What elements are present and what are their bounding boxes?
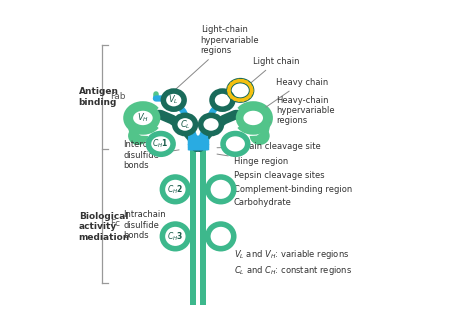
Ellipse shape bbox=[201, 115, 221, 134]
Text: Light chain: Light chain bbox=[233, 57, 300, 98]
Text: $V_L$: $V_L$ bbox=[168, 94, 179, 106]
Bar bbox=[190, 147, 196, 305]
Text: Fc: Fc bbox=[110, 219, 120, 228]
Ellipse shape bbox=[223, 134, 248, 154]
Text: Intrachain
disulfide
bonds: Intrachain disulfide bonds bbox=[123, 210, 171, 240]
Text: Biological
activity
mediation: Biological activity mediation bbox=[79, 212, 130, 242]
Text: Interchain
disulfide
bonds: Interchain disulfide bonds bbox=[123, 140, 179, 170]
Text: $C_L$ and $C_H$: constant regions: $C_L$ and $C_H$: constant regions bbox=[234, 264, 352, 277]
Ellipse shape bbox=[163, 177, 188, 202]
Ellipse shape bbox=[148, 134, 173, 154]
Text: Pepsin cleavage sites: Pepsin cleavage sites bbox=[224, 171, 324, 180]
Ellipse shape bbox=[208, 224, 234, 249]
Ellipse shape bbox=[164, 91, 184, 109]
Text: Papain cleavage site: Papain cleavage site bbox=[217, 142, 320, 151]
Text: $V_H$: $V_H$ bbox=[137, 112, 149, 124]
Ellipse shape bbox=[208, 177, 234, 202]
Text: $C_H$1: $C_H$1 bbox=[152, 138, 168, 150]
Text: $C_L$: $C_L$ bbox=[180, 118, 191, 131]
Ellipse shape bbox=[229, 81, 252, 100]
Ellipse shape bbox=[212, 91, 233, 109]
Text: Heavy chain: Heavy chain bbox=[254, 78, 328, 116]
Ellipse shape bbox=[129, 107, 156, 129]
Text: $V_L$ and $V_H$: variable regions: $V_L$ and $V_H$: variable regions bbox=[234, 248, 349, 261]
Text: Hinge region: Hinge region bbox=[217, 154, 288, 166]
FancyBboxPatch shape bbox=[188, 136, 208, 150]
Text: Light-chain
hypervariable
regions: Light-chain hypervariable regions bbox=[176, 25, 259, 89]
Text: Heavy-chain
hypervariable
regions: Heavy-chain hypervariable regions bbox=[255, 96, 335, 127]
Text: Carbohydrate: Carbohydrate bbox=[224, 198, 292, 207]
Ellipse shape bbox=[239, 107, 267, 129]
Ellipse shape bbox=[163, 224, 188, 249]
Text: Complement-binding region: Complement-binding region bbox=[224, 185, 352, 194]
Text: $C_H$2: $C_H$2 bbox=[166, 183, 183, 196]
Ellipse shape bbox=[175, 115, 195, 134]
Text: Fab: Fab bbox=[110, 92, 125, 101]
Text: Antigen
binding: Antigen binding bbox=[79, 87, 118, 107]
Bar bbox=[201, 147, 206, 305]
Text: $C_H$3: $C_H$3 bbox=[166, 230, 183, 243]
